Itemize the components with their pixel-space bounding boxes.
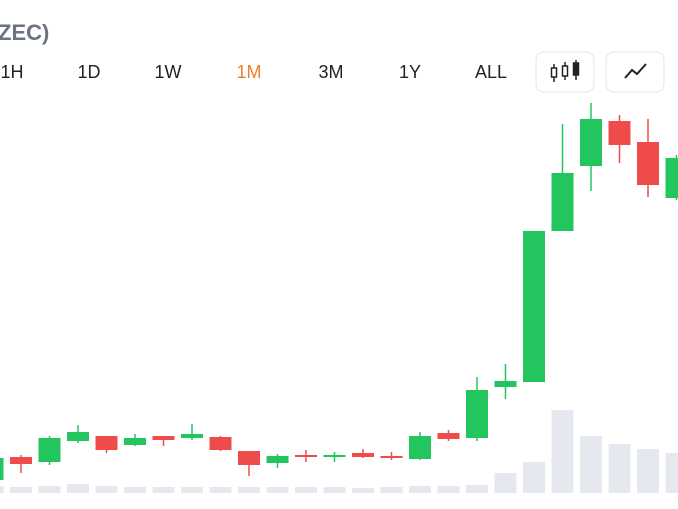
candle-body (181, 434, 203, 438)
timeframe-tab[interactable]: 1D (77, 62, 100, 82)
timeframe-tabs: 1H 1D 1W 1M 3M 1Y ALL (0, 62, 507, 82)
volume-bar (152, 487, 175, 493)
candle-body (608, 121, 631, 145)
timeframe-tab[interactable]: 3M (318, 62, 343, 82)
volume-bar (181, 487, 203, 493)
volume-bar (409, 486, 431, 493)
candle-body (580, 119, 602, 166)
page-title: ZEC) (0, 20, 49, 45)
volume-bar (10, 487, 32, 493)
timeframe-tab[interactable]: 1Y (399, 62, 421, 82)
volume-bar (238, 487, 260, 493)
candle-body (209, 437, 232, 450)
volume-bar (0, 486, 4, 493)
timeframe-tab[interactable]: 1M (236, 62, 261, 82)
candle-body (95, 436, 118, 450)
candle-body (665, 158, 678, 198)
candle-body (380, 456, 403, 458)
volume-bar (494, 473, 517, 493)
volume-bar (38, 486, 61, 493)
volume-bar (551, 410, 574, 493)
volume-bar (608, 444, 631, 493)
volume-bar (124, 487, 146, 493)
candle-body (152, 436, 175, 440)
volume-bar (437, 486, 460, 493)
volume-bar (580, 436, 602, 493)
candle-body (67, 432, 89, 441)
candle-body (266, 456, 289, 463)
candle-body (494, 381, 517, 387)
candle-body (466, 390, 488, 438)
volume-bar (352, 488, 374, 493)
candle-body (38, 438, 61, 462)
volume-bar (665, 453, 678, 493)
candle-body (437, 433, 460, 439)
candle-body (323, 455, 346, 457)
volume-bar (295, 487, 317, 493)
plot-area (0, 103, 678, 493)
candle-body (551, 173, 574, 231)
candle-body (409, 436, 431, 459)
line-icon (624, 63, 647, 79)
volume-bar (323, 487, 346, 493)
candle-body (295, 455, 317, 457)
candle-body (238, 451, 260, 465)
timeframe-tab[interactable]: ALL (475, 62, 507, 82)
volume-bar (95, 486, 118, 493)
candle-icon (550, 60, 580, 82)
volume-bar (67, 484, 89, 493)
candle-body (352, 453, 374, 457)
timeframe-tab[interactable]: 1H (0, 62, 23, 82)
volume-bar (209, 487, 232, 493)
candle-body (523, 231, 545, 382)
volume-bar (266, 487, 289, 493)
volume-bar (637, 449, 659, 493)
timeframe-tab[interactable]: 1W (155, 62, 182, 82)
candle-body (637, 142, 659, 185)
volume-bar (466, 485, 488, 493)
volume-bar (523, 462, 545, 493)
candle-body (0, 458, 4, 480)
candle-body (10, 457, 32, 464)
candle-body (124, 438, 146, 445)
volume-bar (380, 487, 403, 493)
